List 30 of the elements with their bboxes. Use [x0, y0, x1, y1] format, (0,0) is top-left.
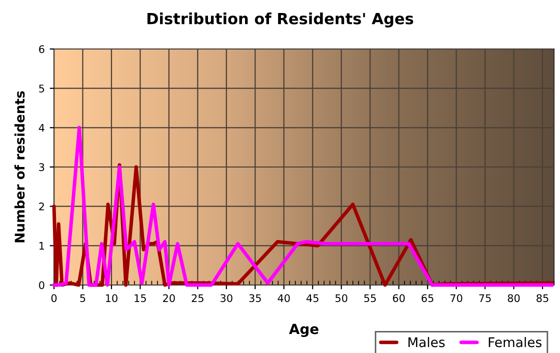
legend-label: Males: [408, 336, 445, 348]
x-tick-label: 45: [306, 294, 318, 302]
x-tick-label: 10: [106, 294, 118, 302]
y-tick-label: 6: [39, 45, 44, 54]
x-axis-title: Age: [289, 324, 318, 337]
y-axis-title: Number of residents: [14, 91, 25, 242]
x-tick-label: 80: [508, 294, 520, 302]
y-tick-label: 3: [39, 163, 44, 172]
x-tick-label: 60: [392, 294, 405, 302]
y-tick-label: 0: [39, 281, 44, 290]
x-tick-label: 0: [51, 294, 57, 302]
legend-label: Females: [488, 336, 542, 348]
y-tick-label: 5: [39, 84, 44, 92]
x-tick-label: 50: [336, 294, 348, 302]
x-tick-label: 5: [80, 294, 86, 302]
x-tick-label: 85: [536, 294, 548, 302]
x-tick-label: 65: [422, 294, 434, 302]
x-tick-label: 30: [220, 294, 232, 302]
x-tick-label: 25: [192, 294, 204, 302]
x-tick-label: 40: [278, 294, 290, 302]
x-tick-label: 70: [450, 294, 462, 302]
x-tick-label: 55: [364, 294, 376, 302]
x-tick-label: 35: [249, 294, 261, 302]
chart-title: Distribution of Residents' Ages: [147, 12, 414, 28]
y-tick-label: 4: [38, 124, 44, 132]
x-tick-label: 15: [134, 294, 146, 302]
y-tick-label: 1: [39, 242, 44, 250]
y-tick-label: 2: [39, 202, 44, 210]
x-tick-label: 75: [479, 294, 491, 302]
x-tick-label: 20: [163, 294, 175, 302]
